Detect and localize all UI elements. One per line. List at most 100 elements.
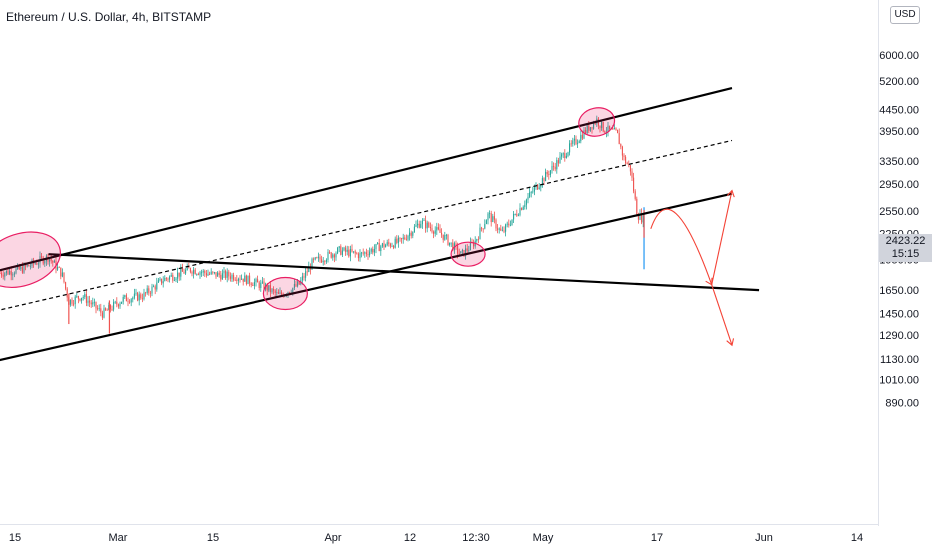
candle-body [578, 141, 580, 143]
upper-channel [0, 86, 733, 272]
candle-body [396, 238, 398, 243]
candle-body [162, 281, 164, 284]
candle-body [575, 138, 577, 144]
candle-body [41, 256, 43, 258]
candle-body [269, 285, 271, 293]
candle-body [514, 213, 516, 215]
candle-body [324, 261, 326, 262]
candle-body [330, 252, 332, 258]
candle-body [423, 220, 425, 222]
chart-title: Ethereum / U.S. Dollar, 4h, BITSTAMP [6, 10, 212, 24]
highlight-ellipse [578, 107, 616, 137]
candle-body [583, 129, 585, 139]
candle-body [469, 242, 471, 250]
candle-body [461, 249, 463, 252]
bar-countdown: 15:15 [891, 248, 920, 260]
candle-body [460, 251, 462, 254]
candle-body [378, 242, 380, 252]
candle-body [17, 265, 19, 269]
candle-body [287, 292, 289, 295]
highlight-ellipse [262, 276, 308, 311]
candle-body [361, 252, 363, 254]
candle-body [377, 242, 379, 244]
candle-body [141, 298, 143, 300]
candle-body [359, 253, 361, 259]
candle-body [557, 160, 559, 164]
candle-body [249, 275, 251, 284]
candle-body [468, 249, 470, 251]
candle-body [629, 165, 631, 172]
candle-body [562, 153, 564, 155]
candle-body [13, 273, 15, 275]
candle-body [316, 257, 318, 259]
candle-body [231, 275, 233, 279]
candle-body [436, 227, 438, 231]
candle-body [559, 156, 561, 164]
candle-body [177, 272, 179, 279]
candle-body [218, 272, 220, 275]
candle-body [9, 270, 11, 275]
candle-body [445, 235, 447, 236]
candle-body [21, 266, 23, 273]
candle-body [495, 219, 497, 229]
candle-body [293, 284, 295, 288]
candle-body [565, 155, 567, 158]
candle-body [452, 242, 454, 251]
candle-body [626, 163, 628, 165]
candle-body [84, 294, 86, 298]
candle-body [321, 259, 323, 263]
candle-body [237, 278, 239, 281]
candle-body [196, 274, 198, 275]
candle-body [612, 128, 614, 130]
candle-body [418, 223, 420, 228]
candle-body [493, 216, 495, 220]
rally-scenario [711, 190, 733, 285]
candle-body [57, 267, 59, 270]
candle-body [623, 155, 625, 157]
candle-body [533, 187, 535, 192]
candle-body [92, 302, 94, 305]
candle-body [546, 171, 548, 175]
projection-arrowhead [726, 189, 735, 198]
candle-body [383, 243, 385, 248]
candle-body [189, 268, 191, 272]
candle-body [271, 289, 273, 293]
candle-body [116, 301, 118, 305]
candle-body [386, 242, 388, 246]
candle-body [295, 284, 297, 287]
candle-body [407, 235, 409, 240]
candle-body [122, 296, 124, 302]
candle-body [332, 254, 334, 258]
candle-body [185, 269, 187, 274]
candle-body [621, 146, 623, 156]
candle-body [465, 248, 467, 257]
price-scale[interactable] [878, 0, 932, 526]
candle-body [28, 265, 30, 267]
candle-body [519, 208, 521, 215]
candle-body [241, 278, 243, 280]
candle-body [223, 270, 225, 274]
candle-body [4, 273, 6, 277]
candle-body [409, 232, 411, 236]
candle-body [570, 143, 572, 145]
candle-body [548, 174, 550, 176]
candle-body [391, 245, 393, 247]
candle-body [370, 248, 372, 252]
candle-body [180, 268, 182, 277]
candle-body [146, 288, 148, 294]
currency-badge[interactable]: USD [890, 6, 920, 24]
candle-body [506, 223, 508, 225]
candle-body [268, 285, 270, 291]
candle-body [613, 128, 615, 130]
candle-body [52, 260, 54, 263]
candle-body [593, 122, 595, 129]
candle-body [449, 242, 451, 245]
candle-body [532, 191, 534, 193]
candle-body [442, 234, 444, 240]
time-scale[interactable] [0, 524, 878, 550]
candle-body [541, 178, 543, 186]
candle-body [159, 278, 161, 281]
candle-body [90, 302, 92, 305]
